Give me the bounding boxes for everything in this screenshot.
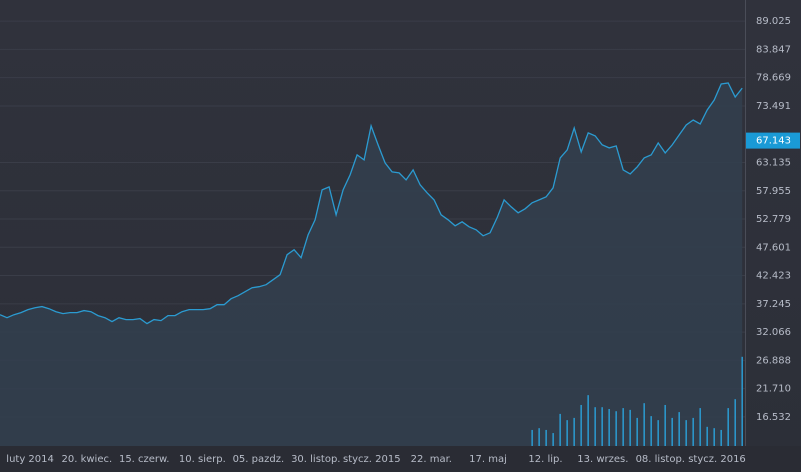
volume-bar xyxy=(552,433,554,446)
volume-bar xyxy=(720,429,722,446)
x-tick-label: 08. listop. xyxy=(636,454,685,465)
y-tick-label: 42.423 xyxy=(756,271,791,282)
x-tick-label: 22. mar. xyxy=(411,454,452,465)
volume-bar xyxy=(713,428,715,446)
x-axis-band xyxy=(0,446,801,472)
x-tick-label: 30. listop. xyxy=(291,454,340,465)
volume-bar xyxy=(573,417,575,446)
y-tick-label: 63.135 xyxy=(756,157,791,168)
volume-bar xyxy=(566,420,568,446)
volume-bar xyxy=(580,404,582,446)
volume-bar xyxy=(615,411,617,446)
x-tick-label: 13. wrzes. xyxy=(577,454,628,465)
y-tick-label: 52.779 xyxy=(756,214,791,225)
volume-bar xyxy=(671,417,673,446)
volume-bar xyxy=(608,408,610,446)
y-tick-label: 32.066 xyxy=(756,327,791,338)
y-tick-label: 89.025 xyxy=(756,16,791,27)
x-tick-label: 17. maj xyxy=(469,454,507,465)
volume-bar xyxy=(587,395,589,446)
y-tick-label: 78.669 xyxy=(756,73,791,84)
x-tick-label: 05. pazdz. xyxy=(233,454,285,465)
y-tick-label: 21.710 xyxy=(756,384,791,395)
volume-bar xyxy=(629,409,631,446)
y-tick-label: 83.847 xyxy=(756,44,791,55)
volume-bar xyxy=(664,404,666,446)
y-tick-label: 16.532 xyxy=(756,412,791,423)
volume-bar xyxy=(594,407,596,446)
x-tick-label: stycz. 2015 xyxy=(343,454,401,465)
volume-bar xyxy=(692,417,694,446)
y-tick-label: 26.888 xyxy=(756,355,791,366)
volume-bar xyxy=(699,408,701,446)
x-tick-label: 15. czerw. xyxy=(119,454,170,465)
y-tick-label: 47.601 xyxy=(756,242,791,253)
x-tick-label: stycz. 2016 xyxy=(688,454,746,465)
y-tick-label: 57.955 xyxy=(756,186,791,197)
volume-bar xyxy=(727,408,729,446)
volume-bar xyxy=(636,417,638,446)
price-line xyxy=(0,82,743,325)
volume-bar xyxy=(685,420,687,446)
last-value-label: 67.143 xyxy=(756,136,791,147)
y-tick-label: 37.245 xyxy=(756,299,791,310)
volume-bar xyxy=(734,399,736,446)
x-tick-label: 20. kwiec. xyxy=(61,454,112,465)
x-tick-label: luty 2014 xyxy=(6,454,54,465)
volume-bar xyxy=(650,416,652,446)
volume-bar xyxy=(531,429,533,446)
y-tick-label: 73.491 xyxy=(756,101,791,112)
volume-bar xyxy=(545,429,547,446)
x-tick-label: 12. lip. xyxy=(528,454,562,465)
volume-bar xyxy=(538,428,540,446)
volume-bar xyxy=(559,413,561,446)
volume-bar xyxy=(622,408,624,446)
volume-bar xyxy=(643,403,645,446)
volume-bar xyxy=(741,356,743,446)
x-tick-label: 10. sierp. xyxy=(179,454,226,465)
volume-bar xyxy=(601,407,603,446)
volume-bar xyxy=(678,412,680,446)
last-value-badge xyxy=(746,132,800,149)
volume-bar xyxy=(706,426,708,446)
volume-bar xyxy=(657,420,659,446)
